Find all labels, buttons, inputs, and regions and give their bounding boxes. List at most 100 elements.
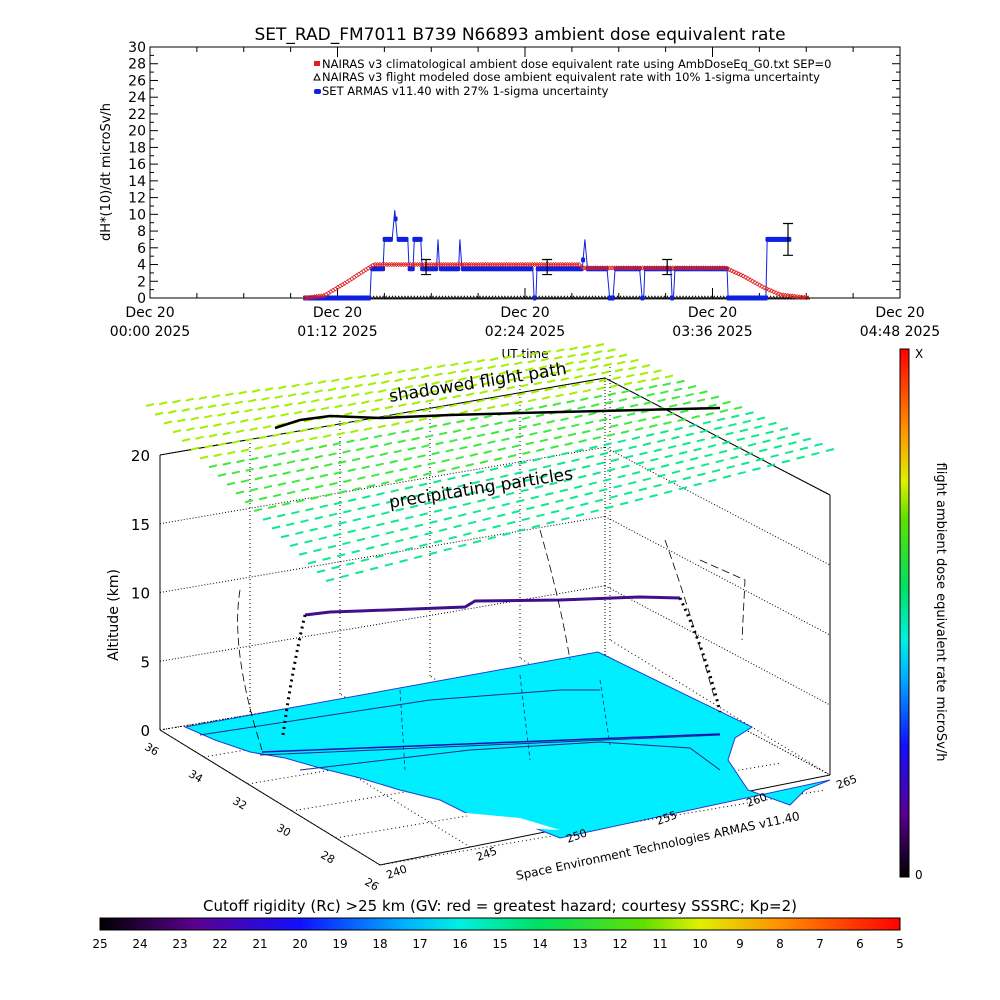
- altitude-tick-label: 0: [140, 722, 150, 740]
- particle-dash: [190, 446, 200, 451]
- particle-dash: [181, 438, 191, 442]
- nairas-clim-point: [407, 261, 413, 268]
- flight-path: [304, 595, 681, 617]
- nairas-flight-point: [543, 295, 548, 300]
- particle-dash: [463, 532, 472, 537]
- particle-dash: [733, 446, 742, 451]
- nairas-flight-point: [696, 295, 701, 300]
- particle-dash: [577, 405, 586, 410]
- particle-dash: [286, 490, 296, 495]
- nairas-clim-point: [391, 261, 397, 268]
- particle-dash: [213, 423, 222, 427]
- particle-dash: [208, 464, 218, 469]
- particle-dash: [389, 459, 398, 464]
- particle-dash: [408, 410, 417, 415]
- particle-dash: [287, 393, 297, 398]
- nairas-flight-point: [665, 295, 670, 300]
- particle-dash: [424, 501, 433, 506]
- nairas-flight-point: [474, 295, 479, 300]
- particle-dash: [195, 435, 204, 440]
- particle-dash: [401, 429, 410, 434]
- particle-dash: [498, 371, 507, 376]
- particle-dash: [393, 449, 403, 454]
- particle-dash: [397, 439, 406, 444]
- particle-dash: [441, 387, 451, 392]
- nairas-clim-point: [485, 261, 491, 268]
- x-tick-label-time: 03:36 2025: [672, 324, 752, 340]
- nairas-flight-point: [471, 295, 476, 300]
- nairas-clim-point: [513, 261, 519, 268]
- particle-dash: [631, 470, 641, 475]
- nairas-flight-point: [549, 295, 554, 300]
- particle-dash: [376, 491, 385, 496]
- particle-dash: [739, 428, 749, 433]
- particle-dash: [483, 450, 492, 454]
- armas-point: [763, 295, 768, 301]
- particle-dash: [371, 503, 381, 508]
- particle-dash: [476, 398, 485, 403]
- particle-dash: [374, 398, 384, 403]
- particle-dash: [463, 360, 472, 365]
- particle-dash: [514, 361, 523, 366]
- particle-dash: [598, 378, 608, 383]
- particle-dash: [460, 368, 470, 373]
- nairas-clim-point: [515, 261, 521, 268]
- nairas-flight-point: [559, 295, 564, 300]
- nairas-clim-point: [642, 265, 648, 271]
- particle-dash: [424, 531, 433, 536]
- nairas-clim-point: [454, 261, 460, 268]
- nairas-flight-point: [446, 295, 451, 300]
- particle-dash: [222, 431, 231, 436]
- particle-dash: [231, 470, 241, 475]
- particle-dash: [667, 444, 677, 449]
- nairas-clim-point: [443, 261, 449, 268]
- particle-dash: [486, 405, 496, 410]
- nairas-clim-point: [457, 261, 463, 268]
- particle-dash: [227, 450, 236, 455]
- nairas-clim-point: [450, 261, 456, 268]
- particle-dash: [419, 543, 428, 548]
- nairas-flight-point: [440, 295, 445, 300]
- nairas-flight-point: [646, 295, 651, 300]
- particle-dash: [452, 494, 462, 499]
- particle-dash: [599, 451, 609, 456]
- particle-dash: [449, 403, 458, 408]
- particle-dash: [685, 392, 694, 397]
- nairas-clim-point: [644, 265, 650, 271]
- particle-dash: [203, 414, 213, 419]
- nairas-clim-point: [588, 265, 594, 271]
- nairas-clim-point: [386, 261, 392, 268]
- particle-dash: [593, 350, 603, 355]
- y-tick-label: 18: [128, 140, 146, 156]
- particle-dash: [277, 482, 287, 487]
- particle-dash: [413, 464, 422, 469]
- nairas-clim-point: [548, 261, 554, 268]
- particle-dash: [417, 454, 426, 459]
- altitude-tick-label: 15: [131, 516, 150, 534]
- particle-dash: [357, 409, 367, 414]
- particle-dash: [398, 403, 407, 408]
- particle-dash: [471, 480, 480, 485]
- particle-dash: [338, 490, 347, 494]
- nairas-clim-point: [689, 265, 695, 271]
- particle-dash: [399, 558, 408, 563]
- particle-dash: [555, 393, 564, 398]
- particle-dash: [314, 389, 323, 394]
- latitude-tick-label: 36: [142, 740, 161, 758]
- particle-dash: [234, 400, 244, 405]
- nairas-clim-point: [464, 261, 470, 268]
- particle-dash: [637, 418, 647, 423]
- nairas-clim-point: [506, 261, 512, 268]
- particle-dash: [253, 508, 263, 512]
- particle-dash: [207, 404, 217, 409]
- particle-dash: [390, 519, 400, 524]
- nairas-clim-point: [440, 261, 446, 268]
- nairas-clim-point: [543, 261, 549, 268]
- particle-dash: [673, 387, 683, 392]
- nairas-flight-point: [421, 295, 426, 300]
- particle-dash: [177, 418, 186, 423]
- nairas-clim-point: [789, 293, 796, 299]
- particle-dash: [367, 381, 377, 386]
- particle-dash: [304, 539, 313, 544]
- particle-dash: [324, 462, 333, 467]
